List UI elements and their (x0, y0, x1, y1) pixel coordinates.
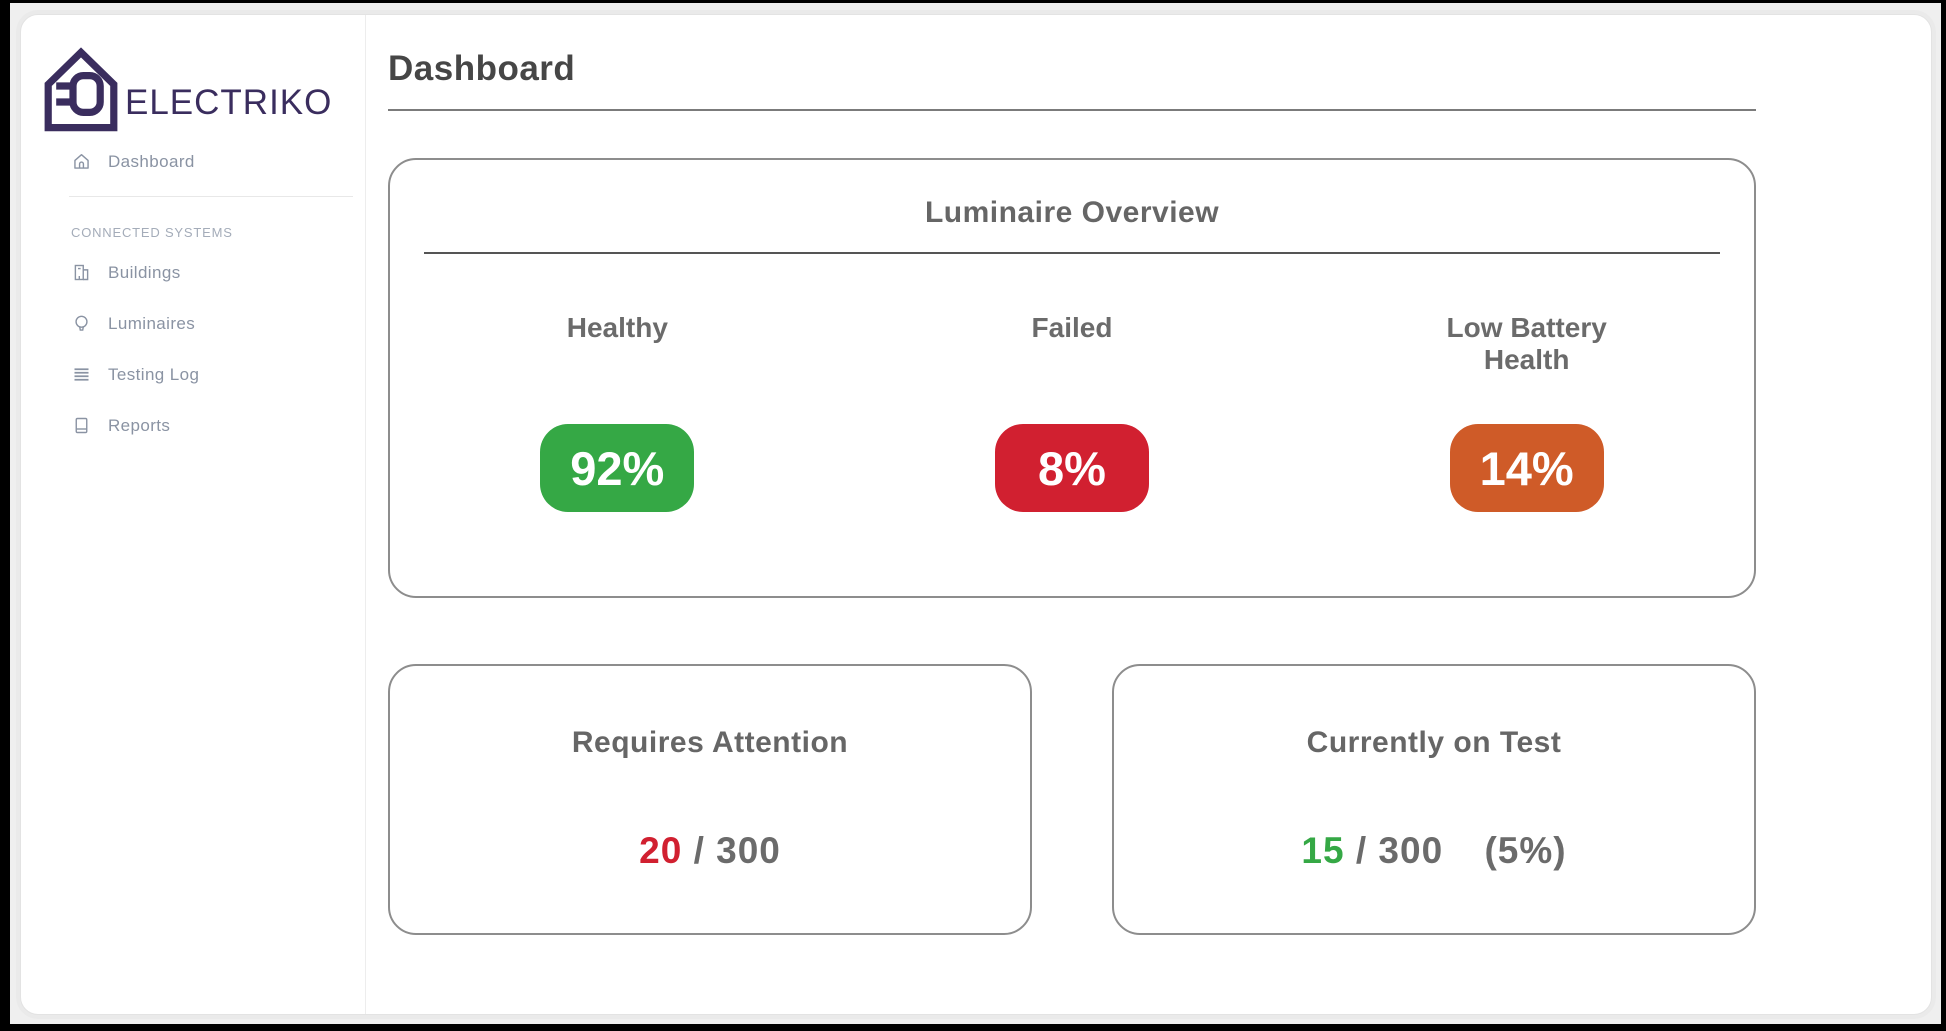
page-title: Dashboard (388, 49, 576, 88)
sidebar-item-label: Luminaires (108, 313, 196, 333)
sidebar-nav: Dashboard CONNECTED SYSTEMS Buildings (21, 143, 365, 444)
stat-label: Healthy (566, 312, 668, 343)
sidebar-item-dashboard[interactable]: Dashboard (21, 143, 365, 180)
card-title: Requires Attention (571, 726, 849, 759)
summary-cards-row: Requires Attention 20 / 300 Currently on… (388, 664, 1756, 935)
sidebar-item-buildings[interactable]: Buildings (21, 254, 365, 291)
stat-failed: Failed 8% (845, 312, 1300, 512)
total-count: 300 (1378, 830, 1444, 871)
sidebar-item-testing-log[interactable]: Testing Log (21, 356, 365, 393)
sidebar-item-label: Dashboard (108, 151, 195, 171)
home-icon (74, 153, 89, 169)
on-test-count: 15 / 300 (5%) (1114, 830, 1754, 872)
buildings-icon (74, 264, 89, 281)
overview-title-underline (424, 252, 1720, 254)
main-content: Dashboard Luminaire Overview Healthy 92%… (366, 15, 1931, 1014)
currently-on-test-card: Currently on Test 15 / 300 (5%) (1112, 664, 1756, 935)
attention-count: 20 (639, 830, 683, 871)
list-lines-icon (74, 368, 89, 381)
sidebar-item-label: Reports (108, 415, 171, 435)
sidebar: ELECTRIKO Dashboard CONNECTED SYSTEMS (21, 15, 366, 1014)
requires-attention-count: 20 / 300 (390, 830, 1030, 872)
stat-healthy: Healthy 92% (390, 312, 845, 512)
requires-attention-card: Requires Attention 20 / 300 (388, 664, 1032, 935)
luminaire-overview-card: Luminaire Overview Healthy 92% Failed 8%… (388, 158, 1756, 598)
sidebar-divider (69, 196, 353, 197)
brand-logo: ELECTRIKO (21, 31, 365, 143)
stat-label: Low Battery Health (1446, 312, 1607, 376)
sidebar-item-reports[interactable]: Reports (21, 407, 365, 444)
low-battery-percentage-badge: 14% (1449, 424, 1604, 512)
app-window-frame: ELECTRIKO Dashboard CONNECTED SYSTEMS (10, 3, 1941, 1024)
test-percentage: (5%) (1484, 830, 1567, 871)
sidebar-section-label: CONNECTED SYSTEMS (71, 225, 233, 240)
report-book-icon (75, 417, 88, 434)
overview-card-title: Luminaire Overview (924, 196, 1220, 229)
failed-percentage-badge: 8% (995, 424, 1149, 512)
stat-low-battery: Low Battery Health 14% (1299, 312, 1754, 512)
overview-stats-row: Healthy 92% Failed 8% Low Battery Health… (390, 312, 1754, 512)
title-underline (388, 109, 1756, 111)
total-count: 300 (716, 830, 781, 871)
sidebar-item-luminaires[interactable]: Luminaires (21, 305, 365, 342)
card-title: Currently on Test (1306, 726, 1562, 759)
stat-label: Failed (1031, 312, 1113, 343)
sidebar-item-label: Testing Log (108, 364, 200, 384)
sidebar-item-label: Buildings (108, 262, 181, 282)
electriko-house-plug-icon (44, 47, 118, 132)
app-panel: ELECTRIKO Dashboard CONNECTED SYSTEMS (20, 14, 1932, 1015)
healthy-percentage-badge: 92% (540, 424, 695, 512)
count-separator: / (1355, 830, 1368, 871)
test-count: 15 (1301, 830, 1345, 871)
lightbulb-icon (75, 315, 88, 331)
brand-name: ELECTRIKO (125, 83, 333, 122)
count-separator: / (693, 830, 705, 871)
